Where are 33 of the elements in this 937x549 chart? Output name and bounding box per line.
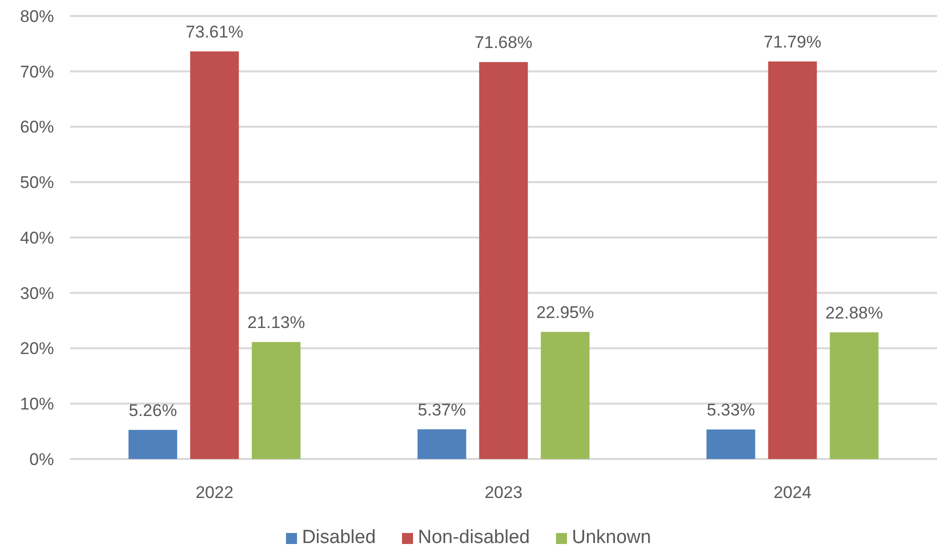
- y-tick-label: 0%: [29, 450, 54, 469]
- y-tick-label: 70%: [20, 62, 54, 82]
- data-label: 5.37%: [418, 400, 466, 420]
- data-label: 71.68%: [474, 33, 532, 52]
- bar: [706, 429, 756, 459]
- x-tick-label: 2023: [484, 482, 522, 502]
- bar: [768, 61, 817, 459]
- y-tick-label: 10%: [20, 394, 54, 414]
- y-tick-label: 50%: [20, 173, 54, 192]
- y-tick-label: 20%: [20, 339, 54, 358]
- bar: [830, 332, 879, 459]
- data-label: 73.61%: [186, 22, 244, 42]
- legend-label: Disabled: [302, 527, 376, 549]
- x-tick-label: 2024: [774, 482, 812, 502]
- y-tick-label: 60%: [20, 118, 54, 137]
- data-label: 5.33%: [706, 400, 755, 420]
- data-label: 22.95%: [536, 302, 594, 322]
- bar: [252, 342, 301, 459]
- bar: [128, 430, 178, 459]
- bar: [479, 62, 528, 459]
- y-tick-label: 30%: [20, 284, 54, 303]
- x-tick-label: 2022: [196, 482, 234, 502]
- legend-label: Unknown: [572, 527, 652, 549]
- bar: [190, 51, 239, 459]
- data-label: 21.13%: [247, 312, 305, 332]
- data-label: 5.26%: [128, 400, 177, 420]
- y-tick-label: 80%: [20, 6, 54, 26]
- bar: [417, 429, 466, 459]
- data-label: 22.88%: [825, 303, 883, 322]
- bar: [540, 332, 590, 459]
- data-label: 71.79%: [764, 32, 822, 52]
- legend-label: Non-disabled: [418, 527, 530, 549]
- y-tick-label: 40%: [20, 228, 54, 248]
